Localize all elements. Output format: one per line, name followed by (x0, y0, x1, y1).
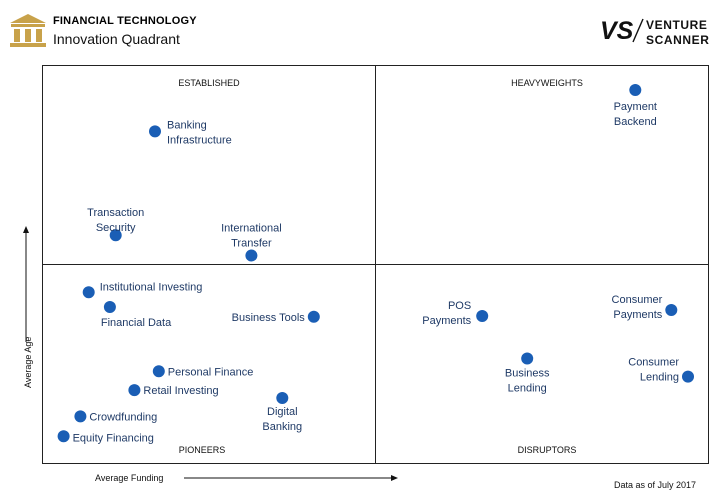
data-point-label: POS (448, 300, 471, 312)
data-point: Business Tools (232, 310, 320, 324)
data-point-label: Business Tools (232, 312, 306, 324)
data-point-label: Payments (613, 309, 662, 321)
data-point-label: Banking (262, 421, 302, 433)
data-point-label: Consumer (612, 294, 663, 306)
data-point-marker (665, 304, 678, 316)
data-point-marker (476, 310, 489, 322)
data-point-marker (629, 84, 642, 96)
data-point-marker (149, 125, 161, 138)
data-point-label: Payment (614, 101, 657, 113)
quadrant-label-top-right: HEAVYWEIGHTS (511, 78, 583, 88)
data-point: Business Lending (505, 352, 550, 395)
brand-mark: VS (600, 17, 634, 45)
data-point: Banking Infrastructure (149, 119, 232, 146)
data-point-label: Backend (614, 116, 657, 128)
data-point-marker (521, 352, 534, 365)
data-point-marker (245, 249, 258, 262)
data-point: Financial Data (101, 301, 172, 329)
data-point: Consumer Lending (628, 357, 694, 384)
quadrant-label-bottom-left: PIONEERS (179, 445, 226, 455)
data-point: Transaction Security (87, 207, 144, 242)
data-point: Personal Finance (152, 365, 254, 378)
data-point: Payment Backend (614, 84, 657, 128)
data-point: Crowdfunding (74, 410, 157, 423)
brand-line2: SCANNER (646, 33, 710, 47)
data-point-marker (74, 410, 87, 423)
data-point: Equity Financing (57, 430, 154, 444)
data-point: Digital Banking (262, 392, 302, 433)
data-point-label: Personal Finance (168, 366, 254, 378)
data-point-label: Crowdfunding (89, 411, 157, 423)
data-point-label: Retail Investing (143, 385, 218, 397)
quadrant-label-bottom-right: DISRUPTORS (518, 445, 577, 455)
data-point-label: Infrastructure (167, 134, 232, 146)
data-point-label: Security (96, 222, 136, 234)
venture-scanner-logo: VS (600, 17, 644, 45)
data-point-label: Banking (167, 119, 207, 131)
y-axis-label: Average Age (23, 336, 33, 388)
data-point-label: Institutional Investing (100, 281, 203, 293)
data-point-label: International (221, 223, 282, 235)
header-title: FINANCIAL TECHNOLOGY (53, 15, 197, 27)
y-axis-arrowhead (23, 226, 29, 233)
data-point-marker (307, 310, 320, 323)
data-point-marker (128, 384, 141, 397)
data-point-marker (57, 430, 70, 443)
data-point-label: Digital (267, 406, 298, 418)
data-point-label: Transfer (231, 238, 272, 250)
x-axis-arrowhead (391, 475, 398, 481)
data-point-label: Business (505, 368, 550, 380)
data-point-label: Consumer (628, 357, 679, 369)
data-point-label: Transaction (87, 207, 144, 219)
data-point-label: Financial Data (101, 317, 172, 329)
bank-building-icon (10, 14, 46, 47)
data-point-label: Lending (508, 383, 547, 395)
data-point-marker (276, 392, 289, 404)
data-point-label: Equity Financing (73, 432, 154, 444)
data-point: Institutional Investing (82, 281, 203, 299)
data-point: International Transfer (221, 223, 282, 262)
data-point-label: Payments (422, 315, 471, 327)
quadrant-label-top-left: ESTABLISHED (178, 78, 240, 88)
footnote: Data as of July 2017 (614, 480, 697, 490)
data-point: Consumer Payments (612, 294, 678, 321)
data-point-marker (82, 286, 95, 299)
data-point: POS Payments (422, 300, 489, 327)
data-point-marker (103, 301, 116, 313)
x-axis-label: Average Funding (95, 473, 164, 483)
header-subtitle: Innovation Quadrant (53, 31, 180, 47)
data-point-marker (682, 370, 694, 383)
data-point-marker (109, 229, 122, 242)
brand-line1: VENTURE (646, 18, 708, 32)
data-point: Retail Investing (128, 384, 219, 397)
data-point-label: Lending (640, 372, 679, 384)
data-point-marker (152, 365, 165, 378)
